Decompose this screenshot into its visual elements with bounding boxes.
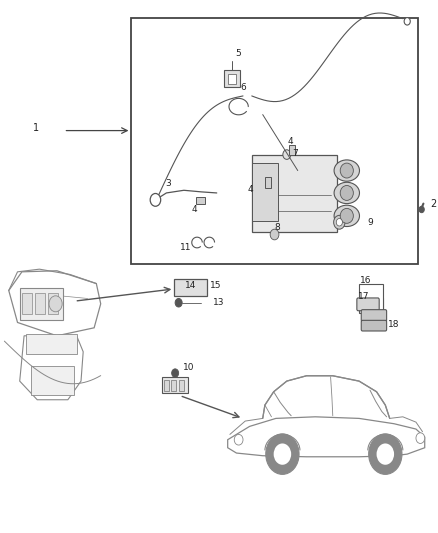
Bar bbox=[196, 197, 205, 204]
Circle shape bbox=[404, 18, 410, 25]
Bar bbox=[131, 18, 418, 264]
Ellipse shape bbox=[334, 182, 360, 204]
Ellipse shape bbox=[334, 205, 360, 227]
FancyBboxPatch shape bbox=[361, 320, 387, 331]
Bar bbox=[164, 380, 169, 391]
Circle shape bbox=[175, 298, 182, 307]
Bar bbox=[228, 74, 237, 84]
Text: 18: 18 bbox=[388, 320, 399, 328]
Text: 4: 4 bbox=[247, 185, 253, 193]
Circle shape bbox=[369, 434, 402, 474]
Circle shape bbox=[274, 443, 291, 465]
FancyBboxPatch shape bbox=[361, 310, 387, 321]
Circle shape bbox=[266, 434, 299, 474]
Circle shape bbox=[419, 206, 424, 213]
Bar bbox=[359, 284, 383, 313]
Bar bbox=[265, 177, 271, 188]
Polygon shape bbox=[228, 417, 425, 457]
Bar bbox=[179, 380, 184, 391]
Bar bbox=[31, 366, 74, 395]
Text: 3: 3 bbox=[166, 180, 171, 188]
Text: 8: 8 bbox=[274, 223, 280, 232]
Text: 14: 14 bbox=[185, 281, 197, 289]
Ellipse shape bbox=[340, 185, 353, 200]
Circle shape bbox=[49, 296, 62, 312]
Circle shape bbox=[172, 369, 179, 377]
Bar bbox=[224, 70, 240, 87]
Circle shape bbox=[377, 443, 394, 465]
Bar bbox=[35, 293, 45, 314]
Bar bbox=[252, 163, 278, 221]
Text: 6: 6 bbox=[240, 83, 246, 92]
Bar bbox=[26, 334, 77, 354]
Bar bbox=[171, 380, 177, 391]
Text: 2: 2 bbox=[430, 199, 436, 208]
Ellipse shape bbox=[334, 160, 360, 181]
Text: 15: 15 bbox=[210, 281, 222, 289]
Bar bbox=[48, 293, 58, 314]
Bar bbox=[289, 145, 295, 155]
Circle shape bbox=[283, 150, 291, 159]
Circle shape bbox=[150, 193, 161, 206]
Circle shape bbox=[334, 215, 345, 229]
Circle shape bbox=[416, 433, 425, 443]
Circle shape bbox=[234, 434, 243, 445]
Circle shape bbox=[270, 229, 279, 240]
Text: 7: 7 bbox=[293, 149, 298, 158]
Text: 13: 13 bbox=[213, 298, 225, 307]
Text: 4: 4 bbox=[287, 137, 293, 146]
Bar bbox=[252, 155, 337, 232]
Bar bbox=[20, 288, 64, 320]
Text: 5: 5 bbox=[236, 49, 241, 58]
FancyBboxPatch shape bbox=[357, 298, 379, 311]
Text: 1: 1 bbox=[33, 123, 39, 133]
Polygon shape bbox=[9, 271, 101, 336]
Ellipse shape bbox=[340, 208, 353, 223]
Text: 11: 11 bbox=[180, 244, 191, 252]
Bar bbox=[162, 377, 188, 393]
Text: 10: 10 bbox=[184, 363, 195, 372]
Ellipse shape bbox=[340, 163, 353, 178]
Text: 17: 17 bbox=[358, 292, 370, 301]
Text: 16: 16 bbox=[360, 277, 371, 285]
Polygon shape bbox=[20, 336, 83, 400]
Circle shape bbox=[336, 219, 343, 226]
Bar bbox=[22, 293, 32, 314]
Text: 4: 4 bbox=[191, 205, 197, 214]
Bar bbox=[174, 279, 207, 296]
Text: 9: 9 bbox=[367, 218, 373, 227]
